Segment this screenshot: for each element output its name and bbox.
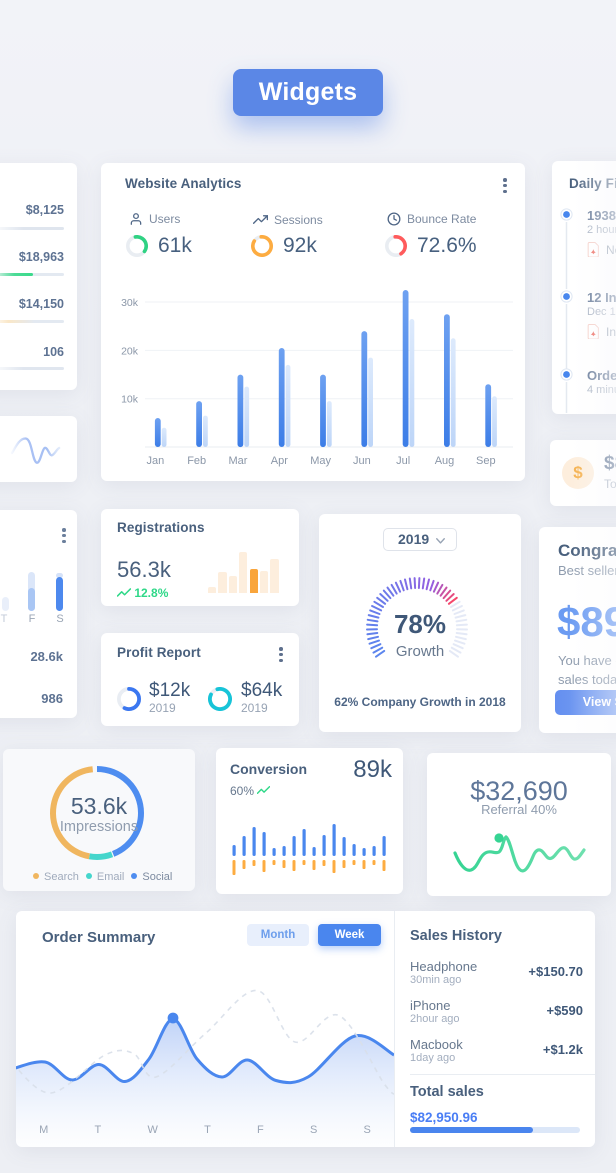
svg-text:Jun: Jun xyxy=(353,455,371,467)
svg-text:20k: 20k xyxy=(121,345,139,357)
svg-text:30k: 30k xyxy=(121,297,139,309)
svg-text:Mar: Mar xyxy=(229,455,248,467)
svg-text:Aug: Aug xyxy=(435,455,455,467)
svg-text:Sep: Sep xyxy=(476,455,496,467)
svg-text:Jan: Jan xyxy=(147,455,165,467)
svg-text:Feb: Feb xyxy=(187,455,206,467)
svg-text:Apr: Apr xyxy=(271,455,288,467)
svg-text:May: May xyxy=(310,455,331,467)
svg-text:10k: 10k xyxy=(121,394,139,406)
svg-text:Jul: Jul xyxy=(396,455,410,467)
